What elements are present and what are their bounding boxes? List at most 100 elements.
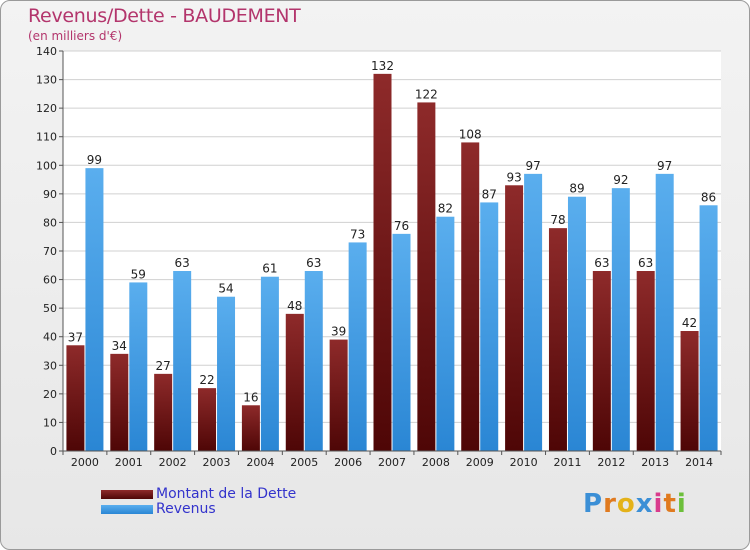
- bar-revenue: [524, 173, 543, 451]
- y-tick-label: 140: [36, 45, 57, 58]
- logo-letter: t: [663, 489, 677, 519]
- bar-revenue: [480, 202, 499, 451]
- bar-debt: [461, 142, 480, 451]
- data-label-debt: 39: [331, 325, 346, 339]
- data-label-debt: 63: [638, 256, 653, 270]
- legend-swatch-revenue: [101, 505, 153, 514]
- logo-letter: x: [635, 489, 654, 519]
- bar-debt: [285, 313, 304, 451]
- logo-letter: r: [603, 489, 617, 519]
- x-tick-label: 2010: [510, 456, 538, 469]
- legend-label-debt: Montant de la Dette: [156, 486, 297, 502]
- bar-revenue: [85, 168, 104, 451]
- x-tick-label: 2000: [71, 456, 99, 469]
- data-label-revenue: 97: [657, 159, 672, 173]
- data-label-debt: 63: [594, 256, 609, 270]
- bar-revenue: [611, 188, 630, 451]
- data-label-revenue: 92: [613, 173, 628, 187]
- x-tick-label: 2008: [422, 456, 450, 469]
- y-tick-label: 20: [43, 388, 57, 401]
- data-label-revenue: 63: [306, 256, 321, 270]
- x-tick-label: 2014: [685, 456, 713, 469]
- bar-debt: [373, 73, 392, 451]
- bar-debt: [680, 331, 699, 451]
- data-label-debt: 22: [199, 373, 214, 387]
- data-label-debt: 132: [371, 59, 394, 73]
- bar-revenue: [436, 216, 455, 451]
- y-tick-label: 80: [43, 216, 57, 229]
- data-label-debt: 122: [415, 87, 438, 101]
- y-tick-label: 50: [43, 302, 57, 315]
- data-label-debt: 34: [112, 339, 127, 353]
- bar-debt: [198, 388, 217, 451]
- y-tick-label: 30: [43, 359, 57, 372]
- logo-letter: o: [616, 489, 636, 519]
- data-label-revenue: 99: [87, 153, 102, 167]
- data-label-revenue: 54: [218, 282, 233, 296]
- x-tick-label: 2004: [246, 456, 274, 469]
- x-tick-label: 2009: [466, 456, 494, 469]
- y-tick-label: 110: [36, 131, 57, 144]
- bar-revenue: [173, 271, 192, 451]
- bar-debt: [592, 271, 611, 451]
- data-label-debt: 78: [550, 213, 565, 227]
- bar-debt: [110, 353, 129, 451]
- x-tick-label: 2006: [334, 456, 362, 469]
- bar-debt: [636, 271, 655, 451]
- y-tick-label: 70: [43, 245, 57, 258]
- chart-title: Revenus/Dette - BAUDEMENT: [28, 5, 301, 27]
- logo-letter: P: [583, 489, 604, 519]
- data-label-debt: 27: [156, 359, 171, 373]
- data-label-revenue: 73: [350, 227, 365, 241]
- data-label-revenue: 89: [569, 182, 584, 196]
- x-tick-label: 2011: [553, 456, 581, 469]
- bar-debt: [154, 373, 173, 451]
- proxiti-logo: Proxiti: [583, 489, 687, 519]
- bar-revenue: [217, 296, 236, 451]
- data-label-debt: 108: [459, 127, 482, 141]
- y-tick-label: 40: [43, 331, 57, 344]
- bar-debt: [505, 185, 524, 452]
- data-label-revenue: 86: [701, 190, 716, 204]
- data-label-debt: 16: [243, 390, 258, 404]
- data-label-debt: 42: [682, 316, 697, 330]
- y-tick-label: 10: [43, 416, 57, 429]
- bar-debt: [329, 339, 348, 451]
- chart-subtitle: (en milliers d'€): [28, 29, 123, 43]
- data-label-revenue: 76: [394, 219, 409, 233]
- x-tick-label: 2001: [115, 456, 143, 469]
- legend-swatch-debt: [101, 490, 153, 499]
- y-tick-label: 100: [36, 159, 57, 172]
- data-label-revenue: 82: [438, 202, 453, 216]
- x-tick-label: 2012: [597, 456, 625, 469]
- bar-revenue: [567, 196, 586, 451]
- data-label-debt: 37: [68, 330, 83, 344]
- data-label-revenue: 59: [131, 267, 146, 281]
- x-tick-label: 2002: [159, 456, 187, 469]
- bar-revenue: [260, 276, 279, 451]
- y-tick-label: 130: [36, 74, 57, 87]
- y-tick-label: 120: [36, 102, 57, 115]
- x-tick-label: 2013: [641, 456, 669, 469]
- bar-debt: [241, 405, 260, 451]
- bar-revenue: [655, 173, 674, 451]
- bar-debt: [66, 345, 85, 451]
- data-label-debt: 93: [506, 170, 521, 184]
- bar-revenue: [348, 242, 367, 451]
- bar-revenue: [304, 271, 323, 451]
- legend-label-revenue: Revenus: [156, 501, 216, 517]
- y-tick-label: 0: [50, 445, 57, 458]
- data-label-revenue: 61: [262, 262, 277, 276]
- logo-letter: i: [653, 489, 664, 519]
- x-tick-label: 2007: [378, 456, 406, 469]
- bar-revenue: [129, 282, 148, 451]
- bar-debt: [548, 228, 567, 451]
- data-label-revenue: 63: [175, 256, 190, 270]
- logo-letter: i: [676, 489, 687, 519]
- y-tick-label: 90: [43, 188, 57, 201]
- data-label-debt: 48: [287, 299, 302, 313]
- data-label-revenue: 97: [525, 159, 540, 173]
- bar-debt: [417, 102, 436, 451]
